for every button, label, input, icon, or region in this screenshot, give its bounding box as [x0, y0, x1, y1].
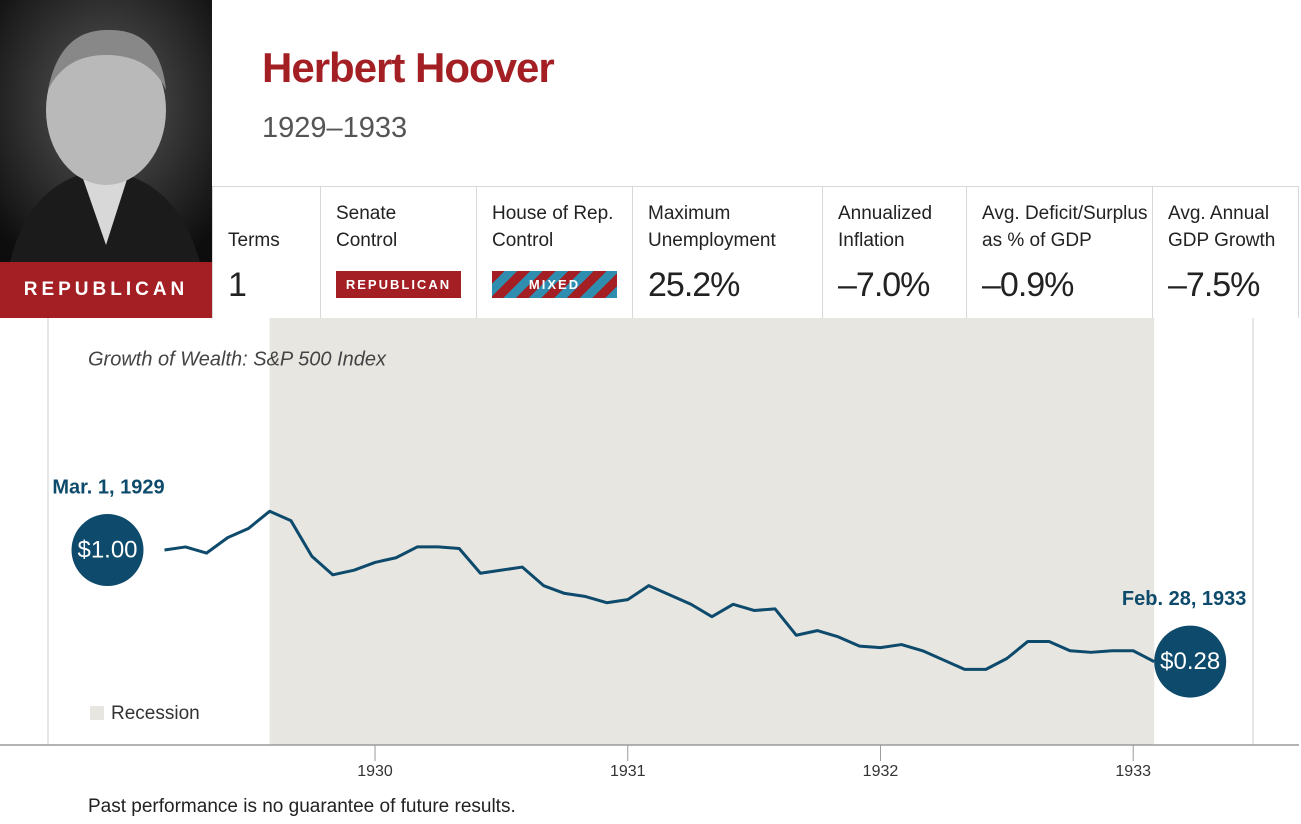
x-tick-label: 1932 [863, 763, 899, 780]
stat-label-line: Control [336, 230, 398, 251]
stat-label-line: Maximum [648, 203, 731, 224]
stat-cell: Avg. Annual GDP Growth –7.5% [1152, 186, 1299, 318]
party-label: REPUBLICAN [0, 262, 212, 318]
stats-right-border [1298, 186, 1299, 318]
stat-label-line: Unemployment [648, 230, 776, 251]
price-line [164, 509, 1155, 671]
stat-label-line: Control [492, 230, 554, 251]
chart-title: Growth of Wealth: S&P 500 Index [88, 348, 387, 370]
stat-label-line: Inflation [838, 230, 905, 251]
stat-label: Avg. Annual GDP Growth [1168, 200, 1275, 254]
portrait-collar [80, 170, 130, 245]
legend-swatch [90, 706, 104, 720]
stat-value: –7.5% [1168, 266, 1260, 304]
value-circle [71, 514, 144, 587]
value-circle [1154, 625, 1227, 698]
x-tick-label: 1933 [1115, 763, 1151, 780]
stat-label: House of Rep. Control [492, 200, 613, 254]
stat-label-line: Senate [336, 203, 397, 224]
stat-value: –7.0% [838, 266, 930, 304]
stat-value: 25.2% [648, 266, 740, 304]
stat-label-line: Terms [228, 230, 280, 251]
portrait [0, 0, 212, 262]
portrait-face [46, 35, 166, 185]
stats-top-border [212, 186, 1299, 187]
stat-label-line: Annualized [838, 203, 933, 224]
value-label: $1.00 [77, 536, 137, 563]
president-name: Herbert Hoover [262, 44, 555, 91]
stat-badge: REPUBLICAN [336, 271, 461, 298]
x-tick-label: 1931 [610, 763, 646, 780]
stat-label-line: Avg. Deficit/Surplus [982, 203, 1148, 224]
legend-label: Recession [111, 703, 200, 724]
stat-cell: House of Rep. Control MIXED [476, 186, 632, 318]
stat-label: Senate Control [336, 200, 397, 254]
stat-label-line: as % of GDP [982, 230, 1092, 251]
stat-label: Annualized Inflation [838, 200, 932, 254]
stat-label-line: GDP Growth [1168, 230, 1276, 251]
stat-value: 1 [228, 266, 247, 304]
stat-label-line: House of Rep. [492, 203, 614, 224]
x-tick-label: 1930 [357, 763, 393, 780]
portrait-hair [48, 29, 166, 90]
stat-cell: Senate Control REPUBLICAN [320, 186, 476, 318]
chart: Growth of Wealth: S&P 500 Index Past per… [0, 318, 1299, 817]
stat-cell: Annualized Inflation –7.0% [822, 186, 966, 318]
footnote: Past performance is no guarantee of futu… [88, 796, 516, 817]
date-annotation: Feb. 28, 1933 [1122, 588, 1247, 610]
stat-cell: Avg. Deficit/Surplus as % of GDP –0.9% [966, 186, 1152, 318]
term-years: 1929–1933 [262, 112, 408, 144]
stat-cell: Maximum Unemployment 25.2% [632, 186, 822, 318]
stat-cell: Terms 1 [212, 186, 320, 318]
stat-label-line: Avg. Annual [1168, 203, 1270, 224]
recession-band [269, 318, 1155, 745]
stat-label: Terms [228, 227, 280, 254]
stat-badge: MIXED [492, 271, 617, 298]
stat-label: Avg. Deficit/Surplus as % of GDP [982, 200, 1147, 254]
value-label: $0.28 [1160, 648, 1220, 675]
stat-label: Maximum Unemployment [648, 200, 776, 254]
stat-value: –0.9% [982, 266, 1074, 304]
date-annotation: Mar. 1, 1929 [52, 476, 164, 498]
